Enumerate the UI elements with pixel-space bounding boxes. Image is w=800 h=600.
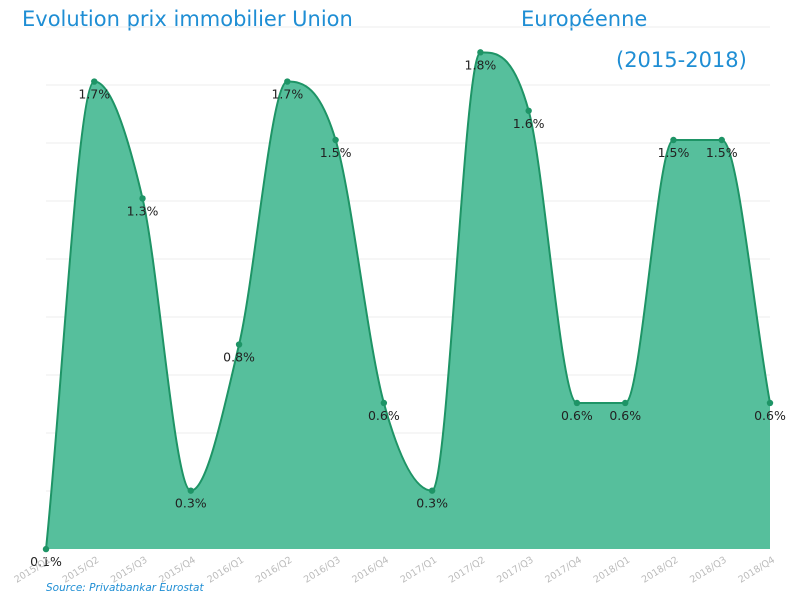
data-label: 1.5% [658, 145, 690, 160]
x-tick-label: 2015/Q3 [109, 555, 150, 586]
data-label: 0.6% [368, 408, 400, 423]
data-point [477, 49, 484, 56]
data-labels: 0.1% 1.7% 1.3% 0.3% 0.8% 1.7% 1.5% 0.6% 0.3% 1.8%… [30, 57, 786, 569]
x-tick-label: 2016/Q3 [302, 555, 343, 586]
x-tick-labels: 2015/Q1 2015/Q2 2015/Q3 2015/Q4 2016/Q1 2016/… [12, 555, 777, 586]
x-tick-label: 2015/Q2 [61, 555, 102, 586]
data-label: 0.3% [175, 496, 207, 511]
data-label: 0.6% [754, 408, 786, 423]
data-point [525, 107, 532, 114]
data-point [187, 487, 194, 494]
x-tick-label: 2017/Q3 [495, 555, 536, 586]
data-label: 1.8% [465, 57, 497, 72]
data-point [139, 195, 146, 202]
x-tick-label: 2017/Q2 [447, 555, 488, 586]
series-line [45, 51, 771, 550]
x-tick-label: 2018/Q2 [640, 555, 681, 586]
x-tick-label: 2016/Q1 [206, 555, 247, 586]
data-point [235, 341, 243, 348]
x-tick-label: 2018/Q4 [736, 555, 777, 586]
data-label: 0.3% [416, 496, 448, 511]
data-label: 0.6% [609, 408, 641, 423]
data-point [622, 399, 629, 407]
data-point [91, 78, 98, 85]
area-fill [46, 52, 770, 550]
data-point [42, 545, 50, 553]
x-tick-label: 2016/Q2 [254, 555, 295, 586]
data-label: 0.8% [223, 350, 255, 365]
data-point [284, 78, 291, 85]
data-point [718, 136, 725, 144]
x-tick-label: 2016/Q4 [350, 555, 391, 586]
source-note: Source: Privatbankar Eurostat [46, 582, 204, 594]
x-tick-label: 2017/Q4 [543, 555, 584, 586]
chart-title-line-3: (2015-2018) [616, 48, 747, 72]
data-label: 1.3% [127, 203, 159, 218]
data-point [428, 487, 436, 494]
data-label: 1.6% [513, 116, 545, 131]
data-point [670, 136, 677, 144]
data-point [573, 399, 581, 407]
data-points [42, 49, 774, 553]
x-tick-label: 2015/Q4 [157, 555, 198, 586]
x-tick-label: 2018/Q1 [592, 555, 633, 586]
data-point [332, 136, 339, 144]
data-label: 1.7% [78, 87, 110, 102]
data-label: 1.5% [706, 145, 738, 160]
data-label: 0.6% [561, 408, 593, 423]
data-point [766, 399, 774, 407]
x-tick-label: 2018/Q3 [688, 555, 729, 586]
x-tick-label: 2017/Q1 [399, 555, 440, 586]
data-point [380, 399, 388, 407]
data-label: 1.7% [271, 87, 303, 102]
data-label: 0.1% [30, 554, 62, 569]
data-label: 1.5% [320, 145, 352, 160]
